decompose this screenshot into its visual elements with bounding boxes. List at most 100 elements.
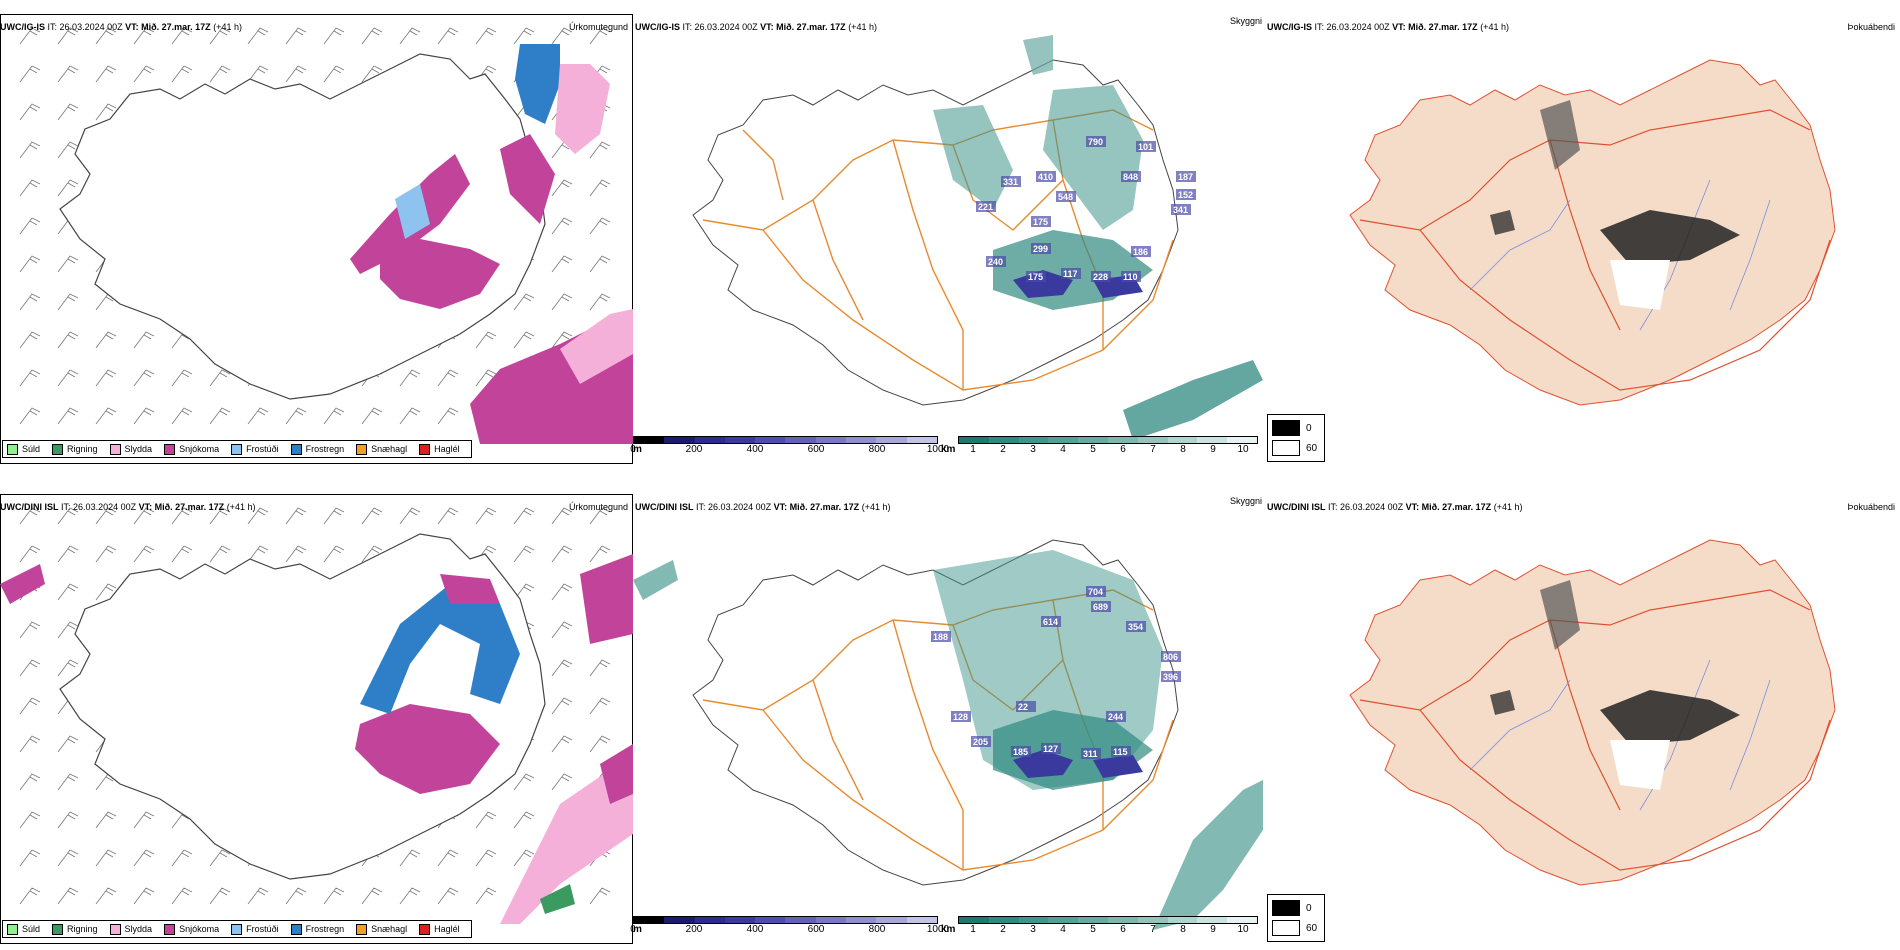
wind-barb	[19, 887, 41, 905]
vt-label: VT:	[1392, 22, 1406, 32]
wind-barb	[95, 583, 117, 601]
iceland-outline	[1349, 59, 1836, 406]
wind-barb	[19, 773, 41, 791]
colorbar-swatch	[815, 437, 847, 443]
wind-barb	[19, 735, 41, 753]
cloud-label-bg	[1091, 271, 1111, 282]
cloud-base-label: 110	[1123, 272, 1138, 282]
wind-barb	[57, 27, 79, 45]
cloud-base-label: 22	[1018, 702, 1028, 712]
fog-area	[1600, 210, 1740, 265]
cloud-base-label: 185	[1013, 747, 1028, 757]
cloud-label-bg	[1061, 268, 1081, 279]
vis-area	[1123, 360, 1263, 440]
wind-barb	[475, 27, 497, 45]
cloud-base-label: 790	[1088, 137, 1103, 147]
snow-area	[355, 704, 500, 794]
vt-value: Mið. 27.mar. 17Z	[789, 502, 860, 512]
legend-swatch	[231, 923, 243, 935]
colorbar-swatch	[959, 917, 989, 923]
cloud-label-bg	[1131, 246, 1151, 257]
colorbar-tick-label: 3	[1030, 924, 1036, 935]
cloud-base-label: 341	[1173, 205, 1188, 215]
snow-area	[0, 564, 45, 604]
colorbar-tick-label: 9	[1210, 444, 1216, 455]
fog-legend-swatch	[1272, 920, 1300, 936]
wind-barb	[19, 507, 41, 525]
vis-area	[933, 105, 1013, 210]
colorbar-swatch	[1137, 917, 1168, 923]
colorbar-swatch	[815, 917, 847, 923]
wind-barb	[285, 545, 307, 563]
legend-item: Rigning	[52, 443, 98, 455]
fog-legend: 0 60	[1267, 414, 1325, 462]
wind-barb	[437, 849, 459, 867]
colorbar-swatch	[664, 437, 695, 443]
cloud-label-bg	[971, 736, 991, 747]
cloud-label-bg	[1041, 743, 1061, 754]
colorbar-tick-label: 800	[868, 924, 886, 935]
wind-barb	[361, 887, 383, 905]
legend-swatch	[109, 923, 121, 935]
panel-fog-bottom: 0 60	[1265, 494, 1900, 944]
cloud-label-bg	[1011, 746, 1031, 757]
cloud-base-labels: 790 410 548 101 848 187 152 341 331 221 175 299 240 1…	[976, 136, 1196, 282]
wind-barb	[171, 369, 193, 387]
fog-legend-label: 60	[1306, 442, 1318, 454]
wind-barb	[19, 849, 41, 867]
wind-barb	[323, 65, 345, 83]
wind-barb	[399, 27, 421, 45]
visibility-colorbar-boxes	[958, 436, 1258, 444]
cloud-base-label: 240	[988, 257, 1003, 267]
it-value: 26.03.2024 00Z	[73, 502, 137, 512]
cloud-label-bg	[1176, 189, 1196, 200]
legend-swatch	[7, 443, 18, 455]
fog-legend-item: 60	[1272, 920, 1317, 936]
wind-barb	[551, 545, 573, 563]
wind-barb	[285, 507, 307, 525]
wind-barb	[285, 887, 307, 905]
legend-swatch	[419, 923, 431, 935]
colorbar-tick-label: 3	[1030, 444, 1036, 455]
cloud-base-label: 704	[1088, 587, 1103, 597]
wind-barb	[95, 103, 117, 121]
cloud-label-bg	[976, 201, 996, 212]
legend-swatch	[290, 923, 302, 935]
vis-area	[1043, 85, 1143, 230]
model-name: UWC/IG-IS	[635, 22, 680, 32]
wind-barb	[57, 103, 79, 121]
visibility-unit: km	[941, 444, 956, 455]
colorbar-tick-label: 4	[1060, 444, 1066, 455]
legend-item: Frostregn	[290, 923, 344, 935]
legend-label: Rigning	[67, 444, 98, 454]
ceiling-colorbar-ticks: 0 200 400 600 800 1000	[630, 444, 949, 456]
cloud-base-label: 331	[1003, 177, 1018, 187]
colorbar-tick-label: 2	[1000, 924, 1006, 935]
wind-barb	[133, 887, 155, 905]
cloud-label-bg	[1121, 271, 1141, 282]
panel-visibility-bottom: 704 689 614 354 806 396 188 22 185 127 311 115 244 12…	[630, 494, 1263, 944]
legend-item: Slydda	[109, 923, 152, 935]
colorbar-swatch	[785, 917, 816, 923]
legend-item: Haglél	[419, 923, 460, 935]
colorbar-tick-label: 400	[746, 924, 764, 935]
legend-label: Frostúði	[246, 444, 279, 454]
precip-type-legend: Súld Rigning Slydda Snjókoma Frostúði Fr…	[2, 920, 472, 938]
cloud-base-label: 188	[933, 632, 948, 642]
wind-barb	[57, 141, 79, 159]
wind-barb	[171, 65, 193, 83]
wind-barb	[57, 545, 79, 563]
wind-barb	[57, 773, 79, 791]
legend-label: Snæhagl	[371, 924, 408, 934]
cloud-label-bg	[1016, 701, 1036, 712]
colorbar-tick-label: 5	[1090, 924, 1096, 935]
vt-value: Mið. 27.mar. 17Z	[154, 502, 225, 512]
panel-fog-top: 0 60	[1265, 14, 1900, 464]
legend-swatch	[231, 443, 243, 455]
wind-barb	[171, 545, 193, 563]
vt-value: Mið. 27.mar. 17Z	[141, 22, 211, 32]
cloud-base-label: 115	[1113, 747, 1128, 757]
wind-barb	[57, 65, 79, 83]
visibility-map-bottom: 704 689 614 354 806 396 188 22 185 127 311 115 244 12…	[633, 539, 1263, 930]
it-value: 26.03.2024 00Z	[59, 22, 123, 32]
